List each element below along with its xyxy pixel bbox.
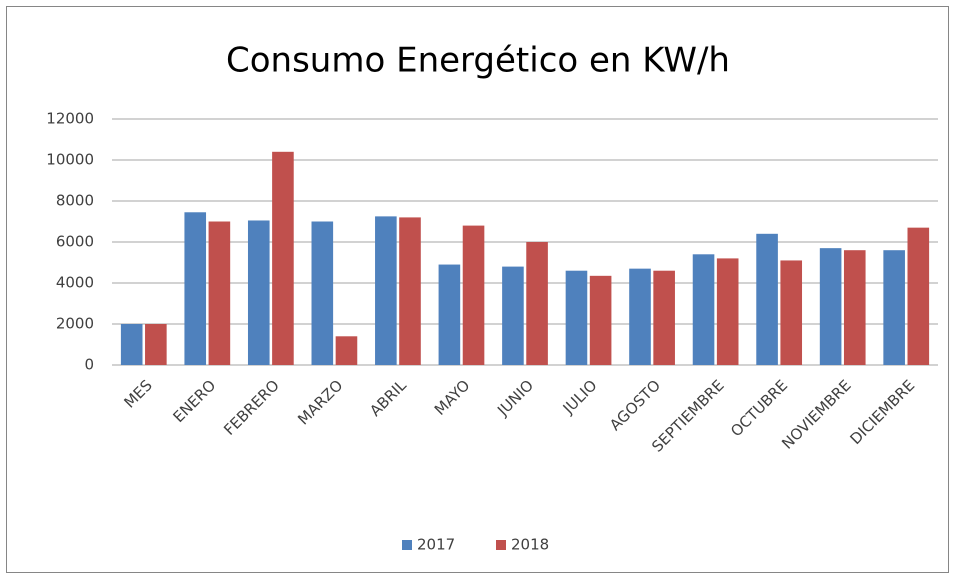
y-tick-label: 12000 — [46, 110, 94, 128]
bar — [692, 254, 715, 365]
bar — [780, 260, 803, 365]
legend-swatch — [402, 540, 412, 550]
bar — [438, 264, 461, 365]
y-tick-label: 10000 — [46, 151, 94, 169]
bar — [375, 216, 397, 365]
bar — [247, 220, 270, 365]
chart-title: Consumo Energético en KW/h — [226, 41, 730, 81]
legend-label: 2018 — [511, 536, 549, 554]
bar — [756, 233, 778, 365]
y-tick-label: 8000 — [56, 192, 94, 210]
bar — [526, 242, 548, 365]
bar — [120, 324, 143, 365]
legend-swatch — [496, 540, 506, 550]
bar — [272, 151, 294, 365]
bar — [145, 324, 167, 365]
bar — [399, 217, 421, 365]
bar — [502, 266, 524, 365]
y-tick-label: 0 — [84, 356, 94, 374]
y-tick-label: 6000 — [56, 233, 94, 251]
bar — [629, 268, 651, 365]
bar — [653, 270, 675, 365]
bar — [462, 225, 485, 365]
bar — [883, 250, 905, 365]
bar — [907, 227, 930, 365]
bar — [843, 250, 866, 365]
legend-label: 2017 — [417, 536, 455, 554]
bar — [208, 221, 231, 365]
y-tick-label: 2000 — [56, 315, 94, 333]
bar — [589, 275, 612, 365]
y-tick-label: 4000 — [56, 274, 94, 292]
bar — [335, 336, 358, 365]
bar — [311, 221, 334, 365]
bar — [565, 270, 588, 365]
bar — [184, 212, 207, 365]
bar — [716, 258, 739, 365]
bar — [819, 248, 842, 365]
